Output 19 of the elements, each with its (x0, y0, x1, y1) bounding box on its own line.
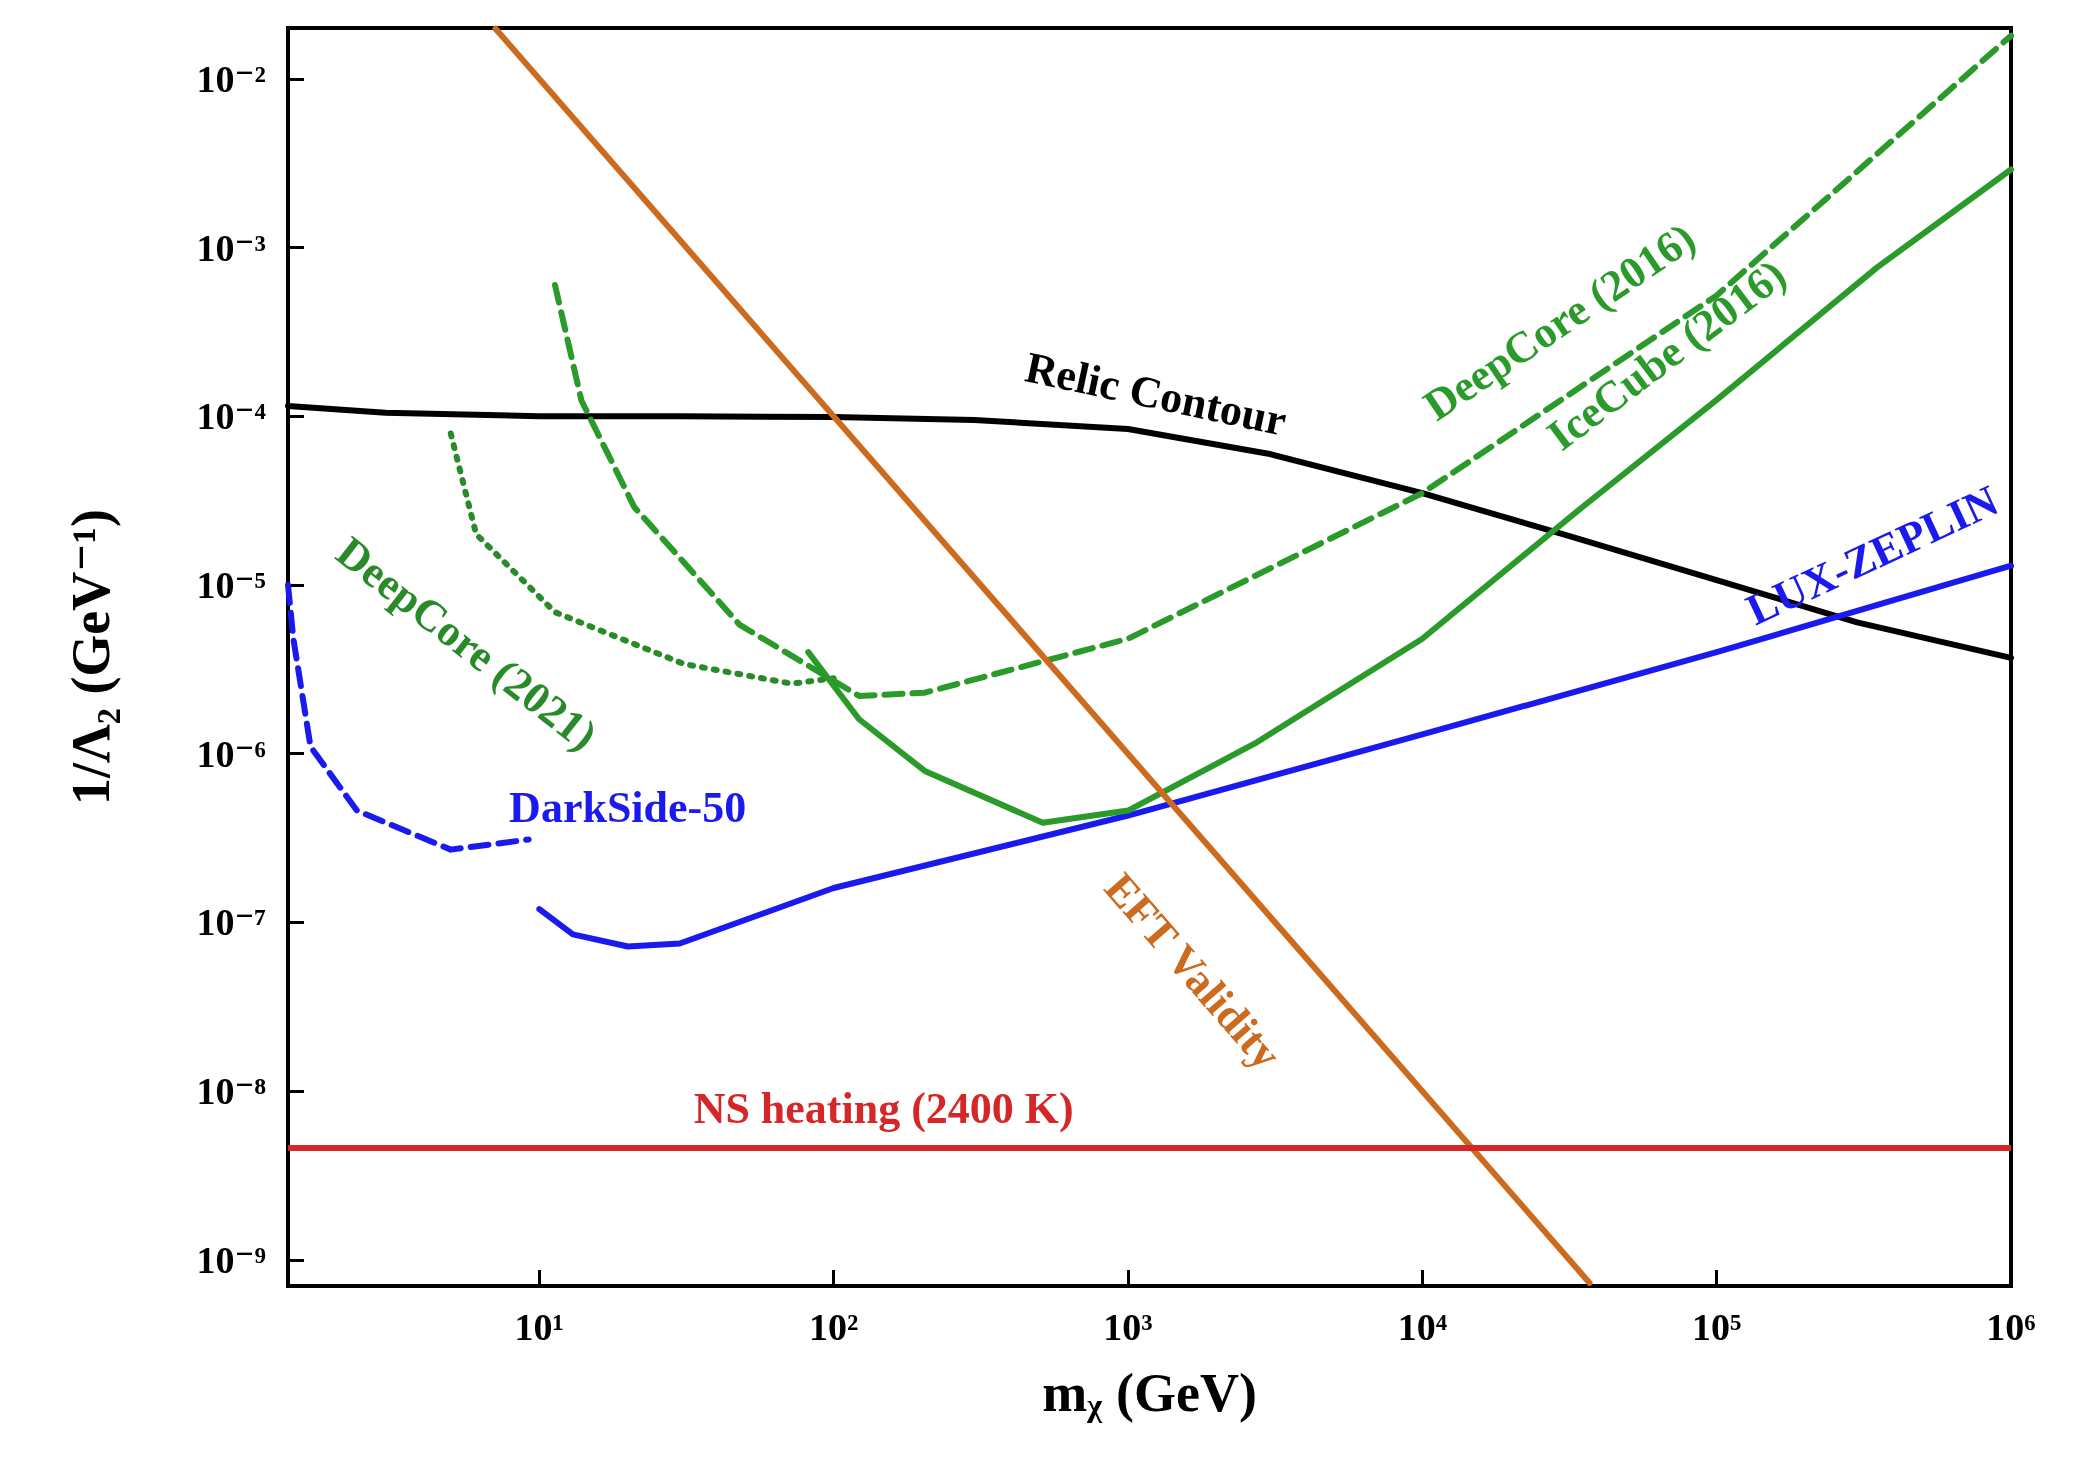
y-tick-label: 10⁻⁵ (196, 563, 266, 606)
y-tick-label: 10⁻² (196, 57, 266, 100)
x-tick-label: 10³ (1103, 1306, 1153, 1348)
series-label: DarkSide-50 (509, 783, 747, 833)
y-tick-label: 10⁻⁸ (196, 1070, 266, 1113)
y-tick-label: 10⁻³ (196, 226, 266, 269)
x-tick-label: 10⁵ (1691, 1306, 1742, 1348)
y-tick-label: 10⁻⁷ (196, 901, 266, 944)
y-tick-label: 10⁻⁴ (196, 395, 267, 438)
x-tick-label: 10¹ (514, 1306, 565, 1348)
x-tick-label: 10² (808, 1306, 859, 1348)
y-tick-label: 10⁻⁶ (196, 732, 266, 775)
x-tick-label: 10⁴ (1397, 1306, 1448, 1348)
y-axis-title: 1/Λ₂ (GeV⁻¹) (61, 508, 121, 806)
x-axis-title: mᵪ (GeV) (1042, 1363, 1257, 1423)
y-tick-label: 10⁻⁹ (196, 1238, 266, 1281)
ref-line-label: NS heating (2400 K) (693, 1083, 1074, 1133)
text: Relic Contour (1021, 342, 1291, 446)
x-tick-label: 10⁶ (1986, 1306, 2036, 1348)
